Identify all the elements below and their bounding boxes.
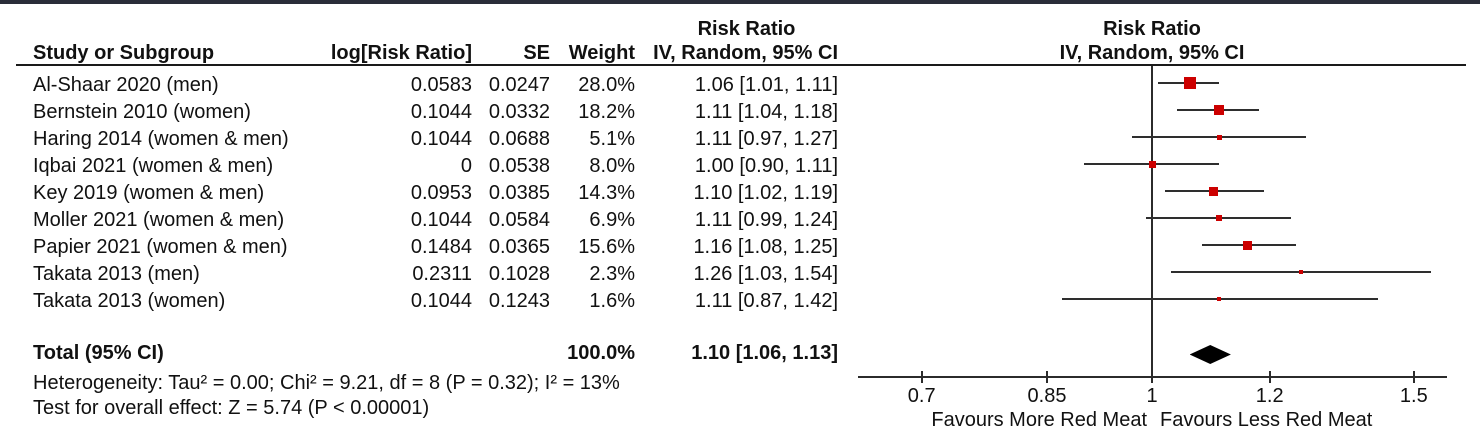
axis-tick-label: 1.5 [1399,385,1428,407]
effect-square [1216,134,1222,140]
study-se: 0.0584 [488,209,550,231]
study-ci-text: 1.11 [1.04, 1.18] [694,101,838,123]
study-weight: 8.0% [589,155,635,177]
axis-tick [1046,371,1048,383]
study-ci-text: 1.11 [0.97, 1.27] [694,128,838,150]
effect-square [1217,297,1222,301]
study-ci-text: 1.11 [0.99, 1.24] [694,209,838,231]
study-weight: 6.9% [589,209,635,231]
effect-square [1209,186,1219,196]
axis-tick [1151,371,1153,383]
study-ci-text: 1.11 [0.87, 1.42] [694,290,838,312]
study-se: 0.0332 [488,101,550,123]
study-weight: 15.6% [578,236,635,258]
header-divider [16,64,1466,66]
effect-square [1183,77,1196,89]
effect-square [1299,270,1304,274]
col-header-weight: Weight [568,42,635,64]
axis-tick-label: 1.2 [1255,385,1284,407]
study-se: 0.0538 [488,155,550,177]
total-weight: 100.0% [567,342,635,364]
axis-tick [920,371,923,383]
no-effect-line [1151,66,1153,378]
study-ci-text: 1.00 [0.90, 1.11] [694,155,838,177]
study-name: Takata 2013 (women) [33,290,226,312]
study-weight: 5.1% [589,128,635,150]
study-log-rr: 0.1044 [410,128,472,150]
study-log-rr: 0 [460,155,472,177]
study-log-rr: 0.1484 [410,236,472,258]
study-log-rr: 0.1044 [410,101,472,123]
effect-square [1214,105,1225,115]
axis-tick [1268,371,1271,383]
study-weight: 28.0% [578,74,635,96]
study-se: 0.0385 [488,182,550,204]
study-se: 0.0688 [488,128,550,150]
total-ci-text: 1.10 [1.06, 1.13] [691,342,838,364]
top-border [0,0,1480,4]
axis-tick-label: 0.85 [1027,385,1067,407]
plot-subtitle: IV, Random, 95% CI [1059,42,1245,64]
col-header-se: SE [523,42,550,64]
effect-square [1216,215,1223,221]
study-name: Al-Shaar 2020 (men) [33,74,219,96]
axis-tick-label: 1 [1146,385,1158,407]
study-log-rr: 0.2311 [412,263,472,285]
study-log-rr: 0.0583 [410,74,472,96]
study-weight: 14.3% [578,182,635,204]
axis-tick [1412,371,1415,383]
plot-title: Risk Ratio [1103,18,1201,40]
favours-right-label: Favours Less Red Meat [1160,409,1373,431]
study-log-rr: 0.0953 [410,182,472,204]
effect-square [1243,240,1253,250]
study-weight: 1.6% [589,290,635,312]
study-ci-text: 1.06 [1.01, 1.11] [694,74,838,96]
study-se: 0.0247 [488,74,550,96]
study-name: Takata 2013 (men) [33,263,200,285]
study-name: Iqbai 2021 (women & men) [33,155,274,177]
study-log-rr: 0.1044 [410,209,472,231]
axis-tick-label: 0.7 [907,385,936,407]
study-name: Bernstein 2010 (women) [33,101,251,123]
study-ci-text: 1.10 [1.02, 1.19] [693,182,838,204]
study-name: Key 2019 (women & men) [33,182,265,204]
study-se: 0.1243 [488,290,550,312]
effect-square [1148,160,1156,168]
study-name: Haring 2014 (women & men) [33,128,289,150]
effect-title-left: Risk Ratio [697,18,796,40]
overall-effect-note: Test for overall effect: Z = 5.74 (P < 0… [33,397,430,419]
study-ci-text: 1.16 [1.08, 1.25] [693,236,838,258]
total-label: Total (95% CI) [33,342,164,364]
col-header-study: Study or Subgroup [33,42,215,64]
study-se: 0.0365 [488,236,550,258]
study-weight: 2.3% [589,263,635,285]
heterogeneity-note: Heterogeneity: Tau² = 0.00; Chi² = 9.21,… [33,372,620,394]
study-se: 0.1028 [488,263,550,285]
study-ci-text: 1.26 [1.03, 1.54] [693,263,838,285]
col-header-ci: IV, Random, 95% CI [653,42,838,64]
col-header-log-rr: log[Risk Ratio] [330,42,472,64]
study-weight: 18.2% [578,101,635,123]
summary-diamond [1189,345,1231,364]
favours-left-label: Favours More Red Meat [931,409,1147,431]
study-name: Moller 2021 (women & men) [33,209,285,231]
study-name: Papier 2021 (women & men) [33,236,288,258]
study-log-rr: 0.1044 [410,290,472,312]
